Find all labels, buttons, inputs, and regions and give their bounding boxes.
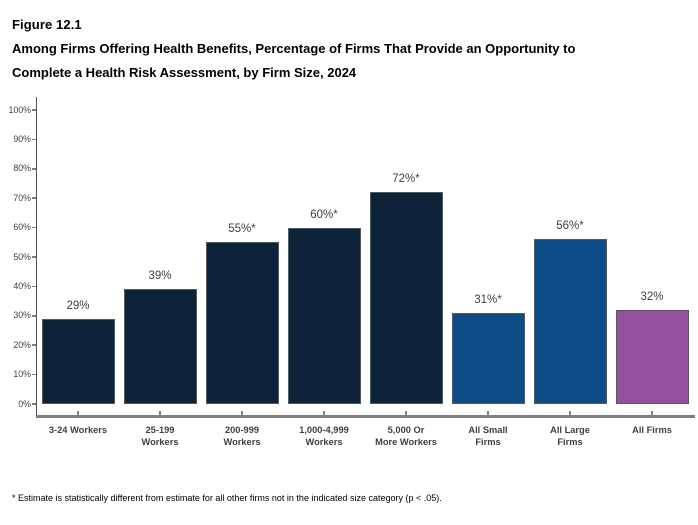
x-tick-mark (651, 410, 653, 416)
x-tick-mark (241, 410, 243, 416)
x-category-label-line: All Small (468, 425, 508, 435)
y-tick-label: 40% (13, 280, 31, 291)
y-tick-label: 90% (13, 133, 31, 144)
x-category-label-line: 25-199 (145, 425, 175, 435)
x-category-label: 5,000 Or More Workers (360, 424, 452, 448)
bar-value-label: 31%* (474, 293, 502, 306)
bar-value-label: 56%* (556, 220, 584, 233)
x-category-label: All Firms (606, 424, 698, 436)
x-category-label-line: Firms (557, 437, 583, 447)
x-category-label: 25-199 Workers (114, 424, 206, 448)
y-tick-label: 10% (13, 369, 31, 380)
x-tick-mark (77, 410, 79, 416)
x-category-label-line: Workers (223, 437, 261, 447)
x-category-label-line: 200-999 (224, 425, 260, 435)
bar-all-firms (615, 309, 689, 404)
x-category-label-line: 3-24 Workers (48, 425, 108, 435)
figure-label: Figure 12.1 (12, 17, 82, 32)
y-tick-label: 100% (8, 104, 32, 115)
x-category-label-line: 1,000-4,999 (299, 425, 349, 435)
x-category-label-line: More Workers (375, 437, 437, 447)
y-tick-label: 80% (13, 163, 31, 174)
bar-value-label: 72%* (392, 173, 420, 186)
bar-value-label: 32% (640, 290, 664, 303)
x-category-label-line: Firms (475, 437, 501, 447)
x-axis-line (35, 415, 695, 418)
y-tick-mark (31, 168, 36, 170)
bar-1-000-4-999-workers (287, 227, 361, 404)
figure-title-line-1: Among Firms Offering Health Benefits, Pe… (12, 41, 576, 56)
bar-all-small-firms (451, 312, 525, 404)
y-tick-label: 50% (13, 251, 31, 262)
y-tick-mark (31, 373, 36, 376)
y-tick-label: 0% (18, 398, 31, 409)
footnotes: * Estimate is statistically different fr… (12, 466, 688, 525)
bar-value-label: 60%* (310, 208, 338, 221)
x-tick-mark (569, 410, 571, 416)
x-category-label: 1,000-4,999 Workers (278, 424, 370, 448)
x-tick-mark (323, 410, 325, 416)
plot-area: 29% 39% 55%* 60%* 72%* 31%* 56%* 32% (37, 110, 693, 404)
figure-title: Among Firms Offering Health Benefits, Pe… (12, 37, 678, 85)
figure-title-line-2: Complete a Health Risk Assessment, by Fi… (12, 65, 357, 80)
bar-5-000-or-more-workers (369, 192, 443, 404)
x-category-label-line: 5,000 Or (387, 425, 425, 435)
y-tick-mark (31, 109, 36, 111)
x-category-label-line: All Large (550, 425, 590, 435)
bar-200-999-workers (205, 242, 279, 404)
y-tick-label: 60% (13, 222, 31, 233)
y-axis-line (35, 97, 38, 417)
footnote-asterisk: * Estimate is statistically different fr… (12, 493, 442, 503)
y-tick-mark (31, 285, 36, 288)
x-category-label: 200-999 Workers (196, 424, 288, 448)
y-tick-mark (31, 403, 36, 405)
title-block: Figure 12.1 Among Firms Offering Health … (12, 13, 678, 85)
x-tick-mark (159, 410, 161, 416)
y-tick-label: 30% (13, 310, 31, 321)
bar-value-label: 55%* (228, 223, 256, 236)
y-tick-mark (31, 256, 36, 258)
x-tick-mark (487, 410, 489, 416)
y-tick-label: 20% (13, 339, 31, 350)
x-category-label: 3-24 Workers (32, 424, 124, 436)
x-tick-mark (405, 410, 407, 416)
x-category-label: All Large Firms (524, 424, 616, 448)
x-category-label: All Small Firms (442, 424, 534, 448)
x-category-label-line: Workers (141, 437, 179, 447)
bar-3-24-workers (41, 318, 115, 404)
y-tick-mark (31, 315, 36, 317)
y-tick-mark (31, 226, 36, 229)
x-category-label-line: Workers (305, 437, 343, 447)
y-tick-mark (31, 138, 36, 141)
bar-value-label: 29% (66, 299, 90, 312)
bar-value-label: 39% (148, 270, 172, 283)
x-category-label-line: All Firms (632, 425, 672, 435)
y-tick-mark (31, 197, 36, 199)
bar-25-199-workers (123, 289, 197, 404)
y-tick-mark (31, 344, 36, 346)
y-tick-label: 70% (13, 192, 31, 203)
bar-all-large-firms (533, 239, 607, 404)
